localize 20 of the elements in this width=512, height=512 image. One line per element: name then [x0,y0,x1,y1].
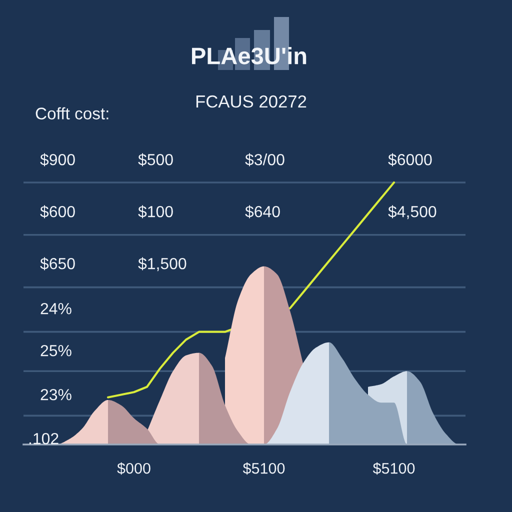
text: $3/00 [245,153,284,166]
annotation: .102 [29,432,58,444]
x-tick-label: $000 [117,462,150,475]
x-tick-label: $5100 [372,462,415,475]
chart-title: PLAe3U'in [192,46,306,64]
annotation: $650 [40,257,75,270]
annotation: $640 [245,205,280,218]
chart-subtitle: FCAUS 20272 [196,95,306,108]
annotation: $600 [40,205,75,218]
text: $500 [138,153,173,166]
annotation: $4,500 [388,205,436,220]
annotation: $1,500 [138,257,186,272]
text: Cofft cost: [36,107,108,120]
annotation: 25% [40,344,72,356]
text: $6000 [388,153,432,166]
annotation: 24% [40,302,72,314]
annotation: $100 [138,205,173,218]
annotation: 23% [40,388,72,400]
text: $900 [40,153,75,166]
x-tick-label: $5100 [242,462,285,475]
